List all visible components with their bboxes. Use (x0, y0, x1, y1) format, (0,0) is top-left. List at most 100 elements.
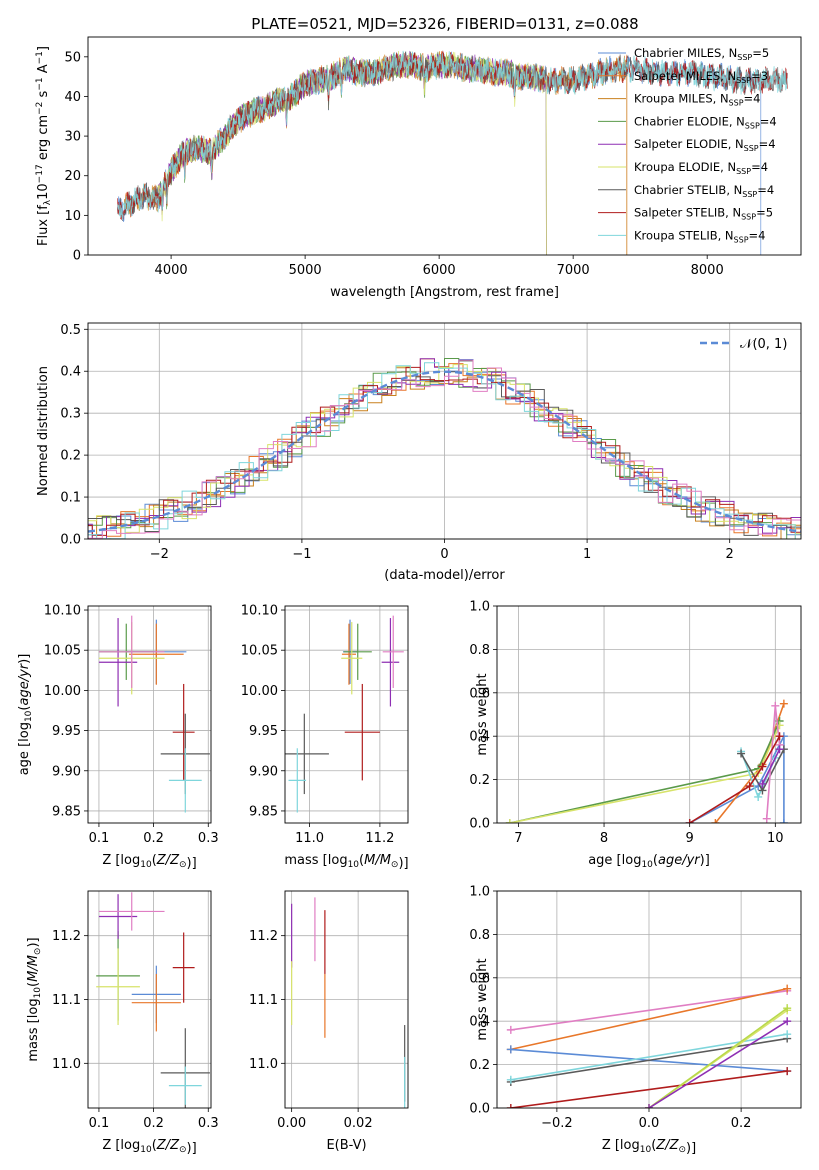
y-axis-label: Flux [fλ10−17 erg cm−2 s−1 A−1] (35, 46, 53, 246)
error-bar-point (344, 683, 380, 781)
weight-series (762, 701, 784, 823)
plus-marker (645, 1104, 653, 1108)
mass_weight_vs_age-plot-area (505, 699, 788, 823)
plus-marker (762, 814, 771, 823)
y-tick-label: 0.0 (469, 1102, 490, 1117)
mass_vs_z-plot-area (96, 892, 210, 1108)
histogram-series (88, 358, 801, 539)
y-tick-label: 9.85 (52, 804, 81, 819)
y-axis-label: age [log10(age/yr)] (17, 654, 34, 776)
plus-marker (758, 779, 767, 788)
x-axis-label: Z [log10(Z/Z⊙)] (102, 1138, 196, 1156)
y-tick-label: 10.00 (241, 684, 278, 699)
legend: Chabrier MILES, NSSP=5 Salpeter MILES, NS… (598, 46, 777, 244)
legend-entry: Chabrier STELIB, NSSP=4 (634, 183, 774, 199)
x-tick-label: 0.2 (731, 1116, 752, 1131)
error-bar-point (172, 683, 195, 781)
x-tick-label: 9 (686, 831, 694, 846)
x-tick-label: 8 (600, 831, 608, 846)
y-tick-label: 9.90 (249, 764, 278, 779)
plus-marker (775, 745, 784, 754)
y-tick-label: 0.8 (469, 643, 490, 658)
spectrum-panel: 4000 5000 6000 7000 8000 0 10 20 30 40 50 wavelengt… (35, 36, 802, 300)
plus-marker (754, 792, 763, 801)
mass_vs_ebv-panel: 0.00 0.02 11.0 11.1 11.2 E(B-V) (249, 890, 409, 1153)
mass_vs_ebv-plot-area (291, 897, 406, 1108)
weight-series (505, 721, 784, 823)
y-tick-label: 1.0 (469, 600, 490, 615)
axes-frame (87, 890, 212, 1109)
y-tick-label: 20 (64, 169, 81, 184)
plus-marker (783, 1030, 792, 1039)
axes-frame (496, 890, 802, 1109)
plus-marker (506, 1025, 515, 1034)
weight-series (685, 732, 784, 823)
age_vs_z-plot-area (98, 615, 210, 813)
error-bar-point (382, 615, 404, 688)
y-tick-label: 10.00 (44, 684, 81, 699)
y-tick-label: 10.05 (44, 644, 81, 659)
histogram-series (88, 367, 801, 539)
y-tick-label: 0.0 (469, 817, 490, 832)
axes-frame (496, 605, 802, 824)
y-axis-label: mass weight (475, 673, 490, 755)
y-tick-label: 10.10 (241, 604, 278, 619)
error-bar-point (341, 623, 356, 685)
x-tick-label: 6000 (423, 263, 456, 278)
histogram-series (88, 358, 801, 539)
y-tick-label: 0.2 (469, 773, 490, 788)
error-bar-point (98, 892, 165, 931)
age_vs_mass-panel: 11.0 11.2 9.85 9.90 9.95 10.00 10.05 10.10 mass … (241, 604, 409, 871)
legend-entry: Kroupa ELODIE, NSSP=4 (634, 160, 768, 176)
x-tick-label: 0 (440, 547, 448, 562)
x-tick-label: 10 (767, 831, 784, 846)
histogram-series (88, 359, 801, 539)
y-tick-label: 0.2 (60, 449, 81, 464)
x-axis-label: Z [log10(Z/Z⊙)] (102, 853, 196, 871)
plus-marker (771, 701, 780, 710)
y-axis-label: Normed distribution (36, 366, 51, 496)
x-axis-label: Z [log10(Z/Z⊙)] (602, 1138, 696, 1156)
x-tick-label: 4000 (155, 263, 188, 278)
y-tick-label: 11.0 (52, 1057, 81, 1072)
plus-marker (745, 782, 754, 791)
x-tick-label: 0.0 (639, 1116, 660, 1131)
x-tick-label: 0.1 (89, 831, 110, 846)
histogram-series (88, 362, 801, 539)
plus-marker (506, 1104, 515, 1108)
axes-frame (284, 605, 409, 824)
error-bar-point (96, 948, 140, 1026)
y-tick-label: 11.2 (52, 929, 81, 944)
y-axis-label: mass weight (475, 958, 490, 1040)
x-tick-label: 0.02 (344, 1116, 373, 1131)
legend-entry: Chabrier MILES, NSSP=5 (634, 46, 769, 62)
plus-marker (685, 819, 694, 823)
y-tick-label: 10.10 (44, 604, 81, 619)
plus-marker (737, 749, 746, 758)
x-tick-label: 5000 (289, 263, 322, 278)
legend-entry: Kroupa STELIB, NSSP=4 (634, 228, 765, 244)
x-tick-label: 11.0 (295, 831, 324, 846)
error-bar-point (98, 615, 165, 688)
age_vs_mass-plot-area (285, 615, 404, 813)
legend-entry: Salpeter STELIB, NSSP=5 (634, 206, 773, 222)
residual_hist-plot-area (88, 358, 801, 539)
y-tick-label: 30 (64, 130, 81, 145)
y-tick-label: 0.0 (60, 533, 81, 548)
x-axis-label: mass [log10(M/M⊙)] (284, 853, 408, 871)
plus-marker (783, 1067, 792, 1076)
axes-frame (284, 890, 409, 1109)
error-bar-point (172, 932, 195, 1003)
x-tick-label: 2 (726, 547, 734, 562)
x-tick-label: −1 (292, 547, 311, 562)
x-tick-label: 8000 (691, 263, 724, 278)
spectrum-series (117, 50, 788, 221)
y-axis-label: mass [log10(M/M⊙)] (26, 937, 43, 1061)
error-bar-point (341, 622, 363, 695)
legend-entry: Salpeter MILES, NSSP=3 (634, 69, 768, 85)
legend-entry: Kroupa MILES, NSSP=4 (634, 92, 760, 108)
y-tick-label: 11.2 (249, 929, 278, 944)
y-tick-label: 0.5 (60, 323, 81, 338)
x-tick-label: 0.00 (277, 1116, 306, 1131)
